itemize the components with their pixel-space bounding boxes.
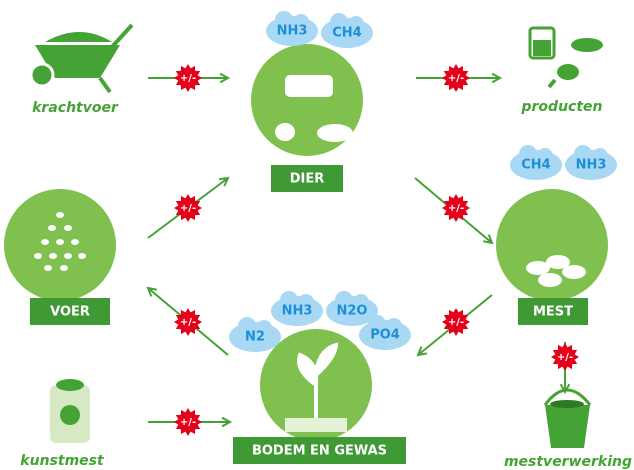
bucket-icon [543, 388, 592, 448]
badge-label: +/- [180, 203, 196, 214]
badge [442, 64, 470, 92]
gas-cloud-puff [574, 145, 592, 163]
node-label-box [30, 298, 110, 325]
badge [551, 343, 579, 371]
gas-cloud-puff [280, 291, 298, 309]
gas-label: NH3 [277, 24, 308, 39]
pellet [56, 212, 64, 218]
node-label: DIER [290, 172, 325, 187]
products-icon [528, 26, 603, 89]
badge-label: +/- [180, 417, 196, 428]
badge [174, 194, 202, 222]
gas-cloud-puff [368, 315, 386, 333]
manure [546, 255, 570, 269]
gas-label: N2 [245, 330, 265, 345]
badge [174, 408, 202, 436]
pellet [41, 239, 49, 245]
badge-label: +/- [180, 73, 196, 84]
gas-cloud-puff [330, 13, 348, 31]
cow-icon [285, 75, 333, 97]
node-label-box [518, 298, 588, 325]
input-label: krachtvoer [32, 100, 119, 116]
gas-label: NH3 [576, 158, 607, 173]
gas-cloud-puff [256, 320, 272, 336]
pellet [48, 225, 56, 231]
gas-cloud-puff [353, 294, 369, 310]
badge-label: +/- [448, 203, 464, 214]
node-label: MEST [533, 305, 573, 320]
gas-cloud-puff [335, 291, 353, 309]
pellet [64, 253, 72, 259]
pellet [49, 253, 57, 259]
badge [174, 308, 202, 336]
node-label-box [271, 165, 343, 192]
gas-cloud-puff [298, 294, 314, 310]
gas-label: CH4 [521, 158, 550, 173]
badge-label: +/- [180, 317, 196, 328]
gas-label: NH3 [282, 304, 313, 319]
badge-label: +/- [448, 73, 464, 84]
pellet [44, 265, 52, 271]
wheelbarrow-icon [29, 23, 134, 94]
manure [562, 265, 586, 279]
fertilizer-bag-icon [50, 379, 90, 443]
manure [526, 261, 550, 275]
gas-cloud-puff [386, 318, 402, 334]
pellet [60, 265, 68, 271]
chicken-icon [275, 123, 295, 141]
manure [538, 273, 562, 287]
badge-label: +/- [557, 352, 573, 363]
soil [285, 418, 347, 432]
plant-icon [297, 342, 339, 420]
gas-cloud-puff [537, 148, 553, 164]
gas-cloud-puff [348, 16, 364, 32]
node-label-box [233, 437, 406, 464]
badge [442, 194, 470, 222]
pellet [56, 239, 64, 245]
pellet [78, 253, 86, 259]
badge [442, 308, 470, 336]
badge [174, 64, 202, 92]
badge-label: +/- [448, 317, 464, 328]
gas-cloud-puff [238, 317, 256, 335]
gas-cloud-puff [293, 14, 309, 30]
gas-cloud-puff [519, 145, 537, 163]
pellet [34, 253, 42, 259]
input-label: kunstmest [20, 453, 105, 469]
pig-icon [317, 124, 353, 142]
gas-label: N2O [337, 304, 368, 319]
input-label: mestverwerking [504, 454, 632, 470]
gas-label: PO4 [370, 328, 400, 343]
gas-label: CH4 [332, 26, 361, 41]
pellet [71, 239, 79, 245]
pellet [64, 225, 72, 231]
gas-cloud-puff [592, 148, 608, 164]
node-label: VOER [50, 305, 90, 320]
gas-cloud-puff [275, 11, 293, 29]
node-label: BODEM EN GEWAS [252, 444, 387, 459]
input-label: producten [521, 99, 603, 115]
